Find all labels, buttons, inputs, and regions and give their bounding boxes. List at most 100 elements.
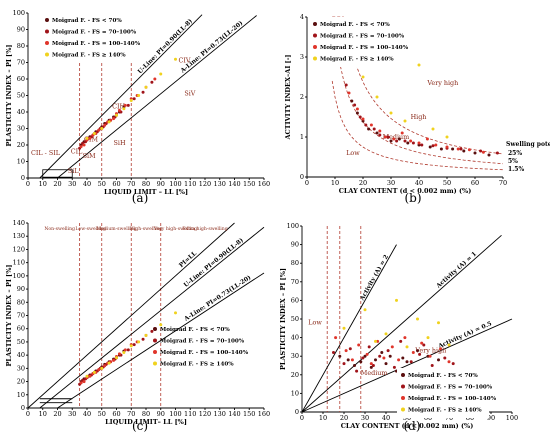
- data-point: [445, 135, 449, 139]
- data-point: [383, 135, 387, 139]
- data-point: [375, 131, 379, 135]
- data-point: [144, 333, 148, 337]
- data-point: [353, 364, 356, 367]
- data-point: [445, 145, 449, 149]
- data-point: [85, 136, 89, 140]
- legend-label: Moigrad F. - FS ≥ 140%: [320, 57, 394, 63]
- legend-label: Moigrad F. - FS ≥ 140%: [160, 362, 234, 368]
- data-point: [117, 108, 121, 112]
- data-point: [363, 308, 367, 312]
- y-tick-label: 10: [291, 389, 299, 397]
- low-zone-lines: [39, 398, 73, 404]
- data-point: [439, 347, 443, 351]
- y-axis-label: ACTIVITY INDEX–AI [-]: [284, 55, 292, 141]
- data-point: [361, 356, 365, 360]
- data-point: [388, 354, 392, 358]
- legend-label: Moigrad F. - FS = 70–100%: [52, 30, 137, 36]
- data-point: [79, 145, 83, 149]
- data-point: [364, 123, 368, 127]
- x-tick-label: 40: [83, 180, 91, 188]
- legend-marker: [45, 52, 49, 57]
- y-tick-label: 100: [13, 272, 25, 280]
- data-point: [355, 107, 359, 111]
- y-tick-label: 50: [17, 92, 25, 100]
- data-point: [129, 344, 133, 348]
- panel-caption: (c): [132, 419, 148, 433]
- data-point: [378, 129, 382, 133]
- swelling-curve: [332, 16, 504, 155]
- data-point: [384, 332, 388, 336]
- x-tick-label: 90: [157, 180, 165, 188]
- legend-label: Moigrad F. - FS = 100–140%: [160, 350, 249, 356]
- zone-label: Low: [346, 149, 360, 157]
- data-point: [97, 128, 101, 132]
- panel-b: 0 10 20 30 40 50 60 70 0 1 2 3 4 CLAY CONTENT (d < 0.…: [284, 13, 550, 205]
- panel-caption: (d): [403, 419, 420, 433]
- data-point: [342, 362, 346, 366]
- x-tick-label: 30: [361, 414, 369, 422]
- x-tick-label: 100: [169, 180, 181, 188]
- x-tick-label: 130: [214, 410, 226, 418]
- zone-label: CIL - SIL: [31, 149, 61, 157]
- x-tick-label: 0: [300, 414, 304, 422]
- y-tick-label: 40: [17, 351, 25, 359]
- panel-caption: (a): [132, 191, 149, 205]
- panel-a: 0 10 20 30 40 50 60 70 80 90 100 110 120 130 140 150 160…: [5, 9, 270, 205]
- data-point: [100, 127, 104, 130]
- x-tick-label: 90: [157, 410, 165, 418]
- data-point: [389, 139, 393, 143]
- data-point: [346, 358, 350, 362]
- legend-box: [41, 13, 133, 63]
- legend-label: Moigrad F. - FS < 70%: [408, 373, 478, 379]
- data-point: [374, 358, 377, 362]
- data-point: [426, 336, 430, 340]
- legend-marker: [153, 338, 157, 343]
- y-tick-label: 10: [17, 391, 25, 399]
- y-tick-label: 0: [300, 173, 304, 181]
- y-tick-label: 40: [291, 334, 299, 342]
- y-tick-label: 90: [17, 285, 25, 293]
- reference-line: [301, 244, 397, 413]
- cil-sil-zone-box: [42, 169, 73, 178]
- legend-marker: [153, 327, 157, 331]
- x-tick-label: 40: [415, 179, 423, 187]
- zone-label: Very high: [426, 79, 458, 87]
- data-point: [153, 77, 157, 81]
- data-point: [439, 147, 443, 151]
- swelling-curve-label: 25%: [508, 150, 522, 157]
- zone-label: CIV: [178, 57, 190, 65]
- y-axis-label: PLASTICITY INDEX – PI [%]: [5, 45, 13, 147]
- data-point: [479, 149, 483, 153]
- y-tick-label: 1: [300, 133, 304, 141]
- data-point: [416, 349, 419, 353]
- legend-label: Moigrad F. - FS = 100–140%: [52, 41, 141, 47]
- zone-label: CIL: [71, 147, 83, 155]
- swelling-curve: [331, 80, 504, 171]
- y-tick-label: 100: [13, 9, 25, 17]
- data-point: [122, 107, 126, 111]
- y-tick-label: 30: [291, 352, 299, 360]
- data-point: [443, 356, 447, 360]
- x-tick-label: 110: [184, 180, 196, 188]
- data-point: [382, 356, 386, 360]
- zone-label: High: [411, 113, 427, 121]
- data-point: [431, 127, 435, 131]
- x-tick-label: 0: [26, 180, 30, 188]
- data-point: [137, 340, 141, 344]
- data-point: [451, 362, 455, 366]
- reference-line: [39, 226, 265, 409]
- legend-label: Moigrad F. - FS = 70–100%: [408, 385, 493, 391]
- x-tick-label: 20: [340, 414, 348, 422]
- zone-header: Medium-swelling: [96, 226, 136, 232]
- data-point: [447, 360, 451, 364]
- zone-label: SiM: [83, 152, 96, 160]
- data-point: [389, 111, 393, 115]
- reference-line: [57, 272, 265, 409]
- data-point: [82, 380, 86, 384]
- swelling-potential-title: Swelling potential: [506, 141, 550, 148]
- legend-marker: [313, 45, 317, 49]
- data-point: [409, 139, 413, 143]
- data-point: [137, 94, 141, 97]
- data-point: [82, 143, 86, 147]
